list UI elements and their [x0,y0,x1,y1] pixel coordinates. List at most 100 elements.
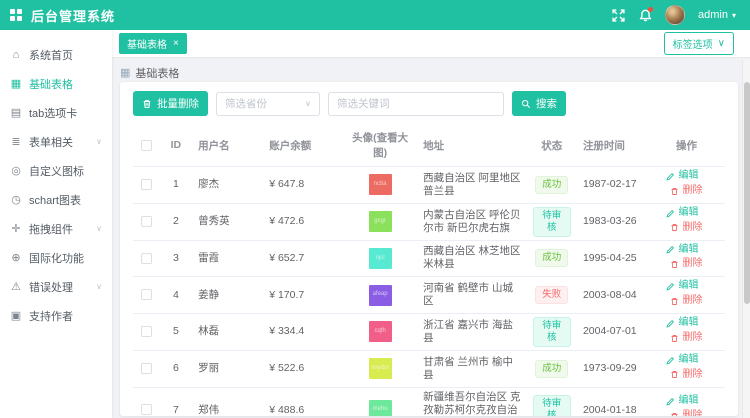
sidebar-item-label: 基础表格 [29,78,73,91]
edit-button[interactable]: 编辑 [666,395,698,408]
pencil-icon [666,172,675,181]
avatar-thumbnail[interactable]: mehu [368,399,392,416]
cell-balance: ¥ 170.7 [263,276,344,314]
chart-icon: ◷ [11,194,21,206]
scrollbar-thumb[interactable] [744,82,750,304]
cell-address: 内蒙古自治区 呼伦贝尔市 新巴尔虎右旗 [417,203,527,241]
sidebar-item[interactable]: ⊕ 国际化功能 ∨ [0,243,112,272]
edit-label: 编辑 [678,170,699,181]
cell-id: 6 [159,350,193,388]
row-checkbox[interactable] [140,326,152,338]
column-username: 用户名 [192,124,264,167]
edit-button[interactable]: 编辑 [666,317,698,330]
sidebar-item-label: 支持作者 [29,310,73,323]
support-icon: ▣ [10,310,22,322]
delete-button[interactable]: 删除 [670,410,702,416]
scrollbar-track[interactable] [742,60,750,418]
select-all-checkbox[interactable] [140,139,152,151]
user-menu[interactable]: admin ▾ [698,9,736,21]
sidebar-item[interactable]: ⚠ 错误处理 ∨ [0,272,112,301]
delete-label: 删除 [682,410,703,416]
table-row: 4 姜静 ¥ 170.7 afeap 河南省 鹤壁市 山城区 失败 2003-0… [133,276,725,314]
table-row: 1 廖杰 ¥ 647.8 nclta 西藏自治区 阿里地区 普兰县 成功 198… [133,166,725,204]
table-icon: ▦ [120,67,131,79]
tag-options-button[interactable]: 标签选项 ∨ [663,32,734,55]
sidebar-item[interactable]: ≣ 表单相关 ∨ [0,127,112,156]
edit-button[interactable]: 编辑 [666,170,698,183]
sidebar-item[interactable]: ▦ 基础表格 ∨ [0,69,112,98]
edit-button[interactable]: 编辑 [666,207,698,220]
search-label: 搜索 [536,98,557,110]
edit-label: 编辑 [678,243,699,255]
table-header-row: ID 用户名 账户余额 头像(查看大图) 地址 状态 注册时间 操作 [133,124,725,167]
table-row: 2 曾秀英 ¥ 472.6 gxgr 内蒙古自治区 呼伦贝尔市 新巴尔虎右旗 待… [133,203,725,241]
pencil-icon [666,398,675,406]
sidebar-item[interactable]: ◷ schart图表 ∨ [0,185,112,214]
row-checkbox[interactable] [140,179,152,191]
province-select[interactable]: 筛选省份 ∨ [216,91,320,116]
row-checkbox[interactable] [140,404,152,416]
cell-address: 西藏自治区 阿里地区 普兰县 [417,166,527,204]
user-avatar[interactable] [665,5,686,25]
avatar-thumbnail[interactable]: afeap [368,284,392,306]
chevron-down-icon: ▾ [731,10,736,20]
edit-label: 编辑 [678,395,699,407]
column-status: 状态 [526,124,577,167]
delete-button[interactable]: 删除 [670,185,702,198]
delete-label: 删除 [682,368,703,380]
tab-basic-table[interactable]: 基础表格 × [119,33,187,54]
sidebar-item[interactable]: ▤ tab选项卡 ∨ [0,98,112,127]
sidebar-item[interactable]: ◎ 自定义图标 ∨ [0,156,112,185]
edit-button[interactable]: 编辑 [666,354,698,367]
close-icon[interactable]: × [173,37,179,49]
status-badge: 待审核 [532,317,571,347]
delete-button[interactable]: 删除 [670,258,702,271]
delete-button[interactable]: 删除 [670,369,702,382]
chevron-down-icon: ∨ [96,282,102,291]
form-icon: ≣ [11,136,21,148]
avatar-thumbnail[interactable]: cqfh [368,321,392,343]
cell-username: 郑伟 [192,387,264,416]
toolbar: 批量删除 筛选省份 ∨ 搜索 [133,91,725,116]
cell-register-time: 2003-08-04 [576,276,648,314]
sidebar-item[interactable]: ▣ 支持作者 ∨ [0,301,112,330]
sidebar-item[interactable]: ✛ 拖拽组件 ∨ [0,214,112,243]
bell-icon[interactable] [638,7,654,22]
breadcrumb: ▦ 基础表格 [120,63,738,82]
avatar-thumbnail[interactable]: gxgr [368,211,392,233]
row-checkbox[interactable] [140,215,152,227]
edit-button[interactable]: 编辑 [666,244,698,257]
column-register-time: 注册时间 [576,124,648,167]
column-avatar: 头像(查看大图) [343,124,418,167]
keyword-input[interactable] [328,91,504,116]
row-checkbox[interactable] [140,362,152,374]
delete-button[interactable]: 删除 [670,295,702,308]
edit-button[interactable]: 编辑 [666,280,698,293]
avatar-thumbnail[interactable]: nclta [368,174,392,196]
cell-username: 林磊 [192,313,264,351]
home-icon: ⌂ [12,48,20,61]
chevron-down-icon: ∨ [717,38,725,49]
header-left: 后台管理系统 [10,6,115,25]
cell-balance: ¥ 647.8 [263,166,344,204]
cell-balance: ¥ 334.4 [263,313,344,351]
fullscreen-icon[interactable] [611,8,625,22]
edit-label: 编辑 [678,353,699,365]
cell-balance: ¥ 472.6 [263,203,344,241]
avatar-thumbnail[interactable]: njcl [368,247,392,269]
delete-button[interactable]: 删除 [670,222,702,235]
column-operations: 操作 [647,124,725,167]
cell-id: 7 [159,387,193,416]
user-name-label: admin [698,9,728,21]
search-button[interactable]: 搜索 [512,91,566,116]
cell-username: 廖杰 [192,166,264,204]
trash-icon [671,412,678,416]
row-checkbox[interactable] [140,252,152,264]
row-checkbox[interactable] [140,289,152,301]
avatar-thumbnail[interactable]: xnydot [368,358,392,380]
delete-button[interactable]: 删除 [670,332,702,345]
sidebar-item[interactable]: ⌂ 系统首页 ∨ [0,40,112,69]
status-badge: 待审核 [532,395,571,416]
batch-delete-button[interactable]: 批量删除 [133,91,208,116]
cell-address: 甘肃省 兰州市 榆中县 [417,350,527,388]
